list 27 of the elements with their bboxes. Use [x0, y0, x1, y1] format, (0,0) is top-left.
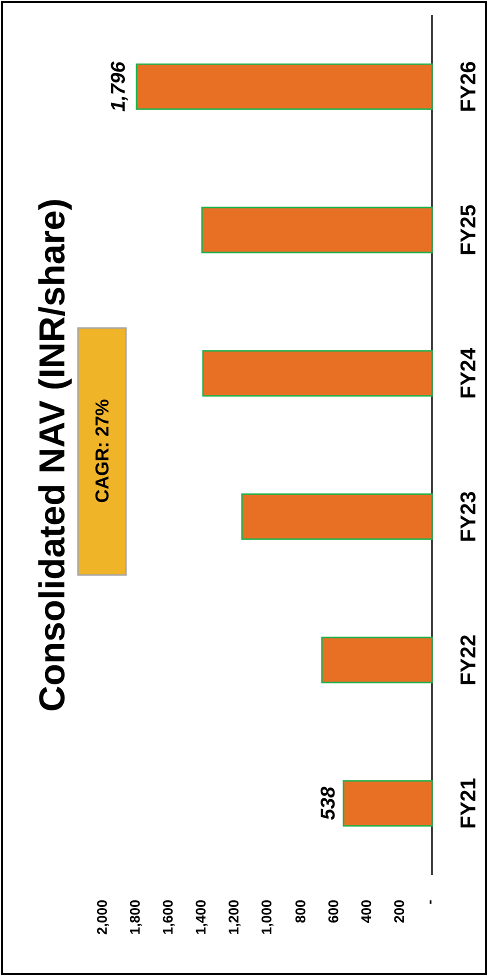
bar	[201, 206, 433, 254]
x-tick-label: 400	[361, 900, 372, 923]
x-tick-label: 1,600	[162, 900, 175, 934]
y-tick-label: FY21	[460, 778, 476, 828]
x-tick-label: 2,000	[97, 900, 109, 934]
x-tick-label: 800	[295, 900, 306, 923]
y-tick-label: FY25	[460, 205, 476, 254]
bar	[321, 636, 433, 684]
y-tick-label: FY26	[460, 62, 476, 111]
x-tick-label: 600	[328, 900, 338, 923]
y-tick-label: FY23	[460, 492, 476, 541]
bar	[241, 493, 433, 540]
bar	[136, 63, 433, 110]
text: Consolidated NAV (INR/share)	[38, 200, 72, 710]
data-label: 538	[320, 786, 335, 820]
x-tick-label: 1,200	[228, 900, 241, 934]
x-tick-label: 200	[394, 900, 404, 923]
data-label: 1,796	[110, 62, 128, 112]
x-tick-label: 1,000	[262, 900, 274, 934]
annotation: CAGR: 27%	[95, 400, 109, 502]
x-tick-label: -	[430, 900, 432, 904]
x-tick-label: 1,400	[196, 900, 208, 934]
y-tick-label: FY24	[460, 348, 476, 398]
x-tick-label: 1,800	[130, 900, 142, 934]
bar	[342, 780, 433, 827]
y-tick-label: FY22	[460, 635, 476, 684]
bar	[202, 350, 433, 397]
